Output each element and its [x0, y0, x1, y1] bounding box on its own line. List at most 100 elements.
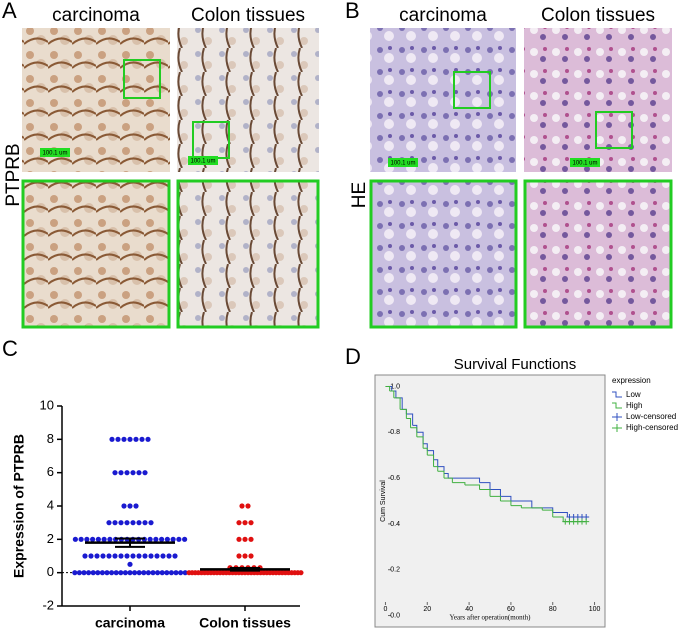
y-tick-label: 0.8 — [390, 429, 400, 436]
zoom-box — [123, 59, 161, 99]
y-tick-label: 0.2 — [390, 567, 400, 574]
data-point — [127, 570, 133, 576]
data-point — [104, 570, 110, 576]
zoom-box — [453, 71, 491, 109]
survival-step — [448, 477, 481, 483]
data-point — [118, 553, 124, 559]
data-point — [153, 536, 159, 542]
data-point — [236, 520, 242, 526]
data-point — [236, 553, 242, 559]
data-point — [95, 570, 101, 576]
data-point — [95, 536, 101, 542]
survival-step — [464, 484, 481, 490]
data-point — [81, 570, 87, 576]
data-point — [132, 570, 138, 576]
data-point — [130, 553, 136, 559]
data-point — [248, 520, 254, 526]
scale-label: 100.1 um — [572, 161, 597, 167]
x-tick-label: 40 — [465, 606, 473, 613]
data-point — [150, 570, 156, 576]
data-point — [166, 553, 172, 559]
survival-step — [552, 511, 568, 518]
legend-swatch — [612, 413, 622, 421]
survival-step — [423, 447, 428, 456]
data-point — [101, 536, 107, 542]
zoom-image — [21, 179, 171, 329]
survival-step — [521, 507, 543, 511]
data-point — [148, 520, 154, 526]
zoom-box — [595, 111, 633, 149]
survival-step — [385, 385, 391, 392]
micrograph — [524, 28, 672, 172]
survival-step — [444, 477, 453, 483]
data-point — [133, 503, 139, 509]
survival-step — [510, 505, 522, 508]
data-point — [159, 536, 165, 542]
data-point — [298, 570, 304, 576]
y-tick-label: 0 — [47, 564, 54, 579]
data-point — [72, 536, 78, 542]
survival-step — [479, 482, 491, 490]
data-point — [239, 503, 245, 509]
legend-label: High-censored — [626, 423, 678, 432]
data-point — [242, 520, 248, 526]
survival-step — [490, 489, 501, 497]
data-point — [130, 520, 136, 526]
legend-title: expression — [612, 376, 651, 385]
survival-step — [500, 500, 512, 506]
survival-step — [433, 466, 439, 472]
data-point — [173, 570, 179, 576]
data-point — [136, 570, 142, 576]
scale-label: 100.1 um — [190, 159, 215, 165]
data-point — [106, 553, 112, 559]
data-point — [136, 553, 142, 559]
data-point — [113, 570, 119, 576]
y-tick-label: -2 — [42, 597, 54, 612]
data-point — [236, 536, 242, 542]
panel-label: A — [2, 0, 17, 23]
y-tick-label: 0.6 — [390, 475, 400, 482]
chart-title: Survival Functions — [454, 356, 577, 373]
data-point — [248, 536, 254, 542]
y-tick-label: 4 — [47, 497, 54, 512]
legend-label: High — [626, 401, 642, 410]
data-point — [100, 553, 106, 559]
data-point — [112, 520, 118, 526]
column-header: carcinoma — [52, 5, 140, 26]
scale-bar — [188, 156, 218, 165]
scale-bar — [40, 148, 70, 157]
data-point — [118, 570, 124, 576]
x-axis-label: Years after operation(month) — [450, 614, 532, 622]
data-point — [178, 570, 184, 576]
data-point — [124, 520, 130, 526]
censor-mark — [583, 518, 590, 525]
data-point — [82, 553, 88, 559]
y-axis-label: Expression of PTPRB — [11, 434, 27, 578]
data-point — [133, 436, 139, 442]
column-header: carcinoma — [399, 5, 487, 26]
data-point — [159, 570, 165, 576]
survival-step — [437, 470, 445, 479]
data-point — [90, 570, 96, 576]
data-point — [72, 570, 78, 576]
x-tick-label: Colon tissues — [199, 615, 291, 631]
zoom-image — [176, 179, 320, 329]
data-point — [121, 436, 127, 442]
survival-step — [542, 509, 554, 518]
data-point — [172, 553, 178, 559]
row-label: HE — [349, 182, 370, 208]
data-point — [109, 436, 115, 442]
data-point — [99, 570, 105, 576]
survival-step — [510, 500, 533, 508]
data-point — [145, 436, 151, 442]
panel-label: C — [2, 336, 18, 361]
survival-step — [452, 482, 466, 485]
data-point — [141, 570, 147, 576]
data-point — [88, 553, 94, 559]
survival-step — [393, 397, 401, 410]
survival-step — [427, 454, 435, 467]
survival-step — [490, 495, 501, 501]
data-point — [121, 503, 127, 509]
legend-swatch — [612, 402, 622, 409]
column-header: Colon tissues — [191, 5, 305, 26]
